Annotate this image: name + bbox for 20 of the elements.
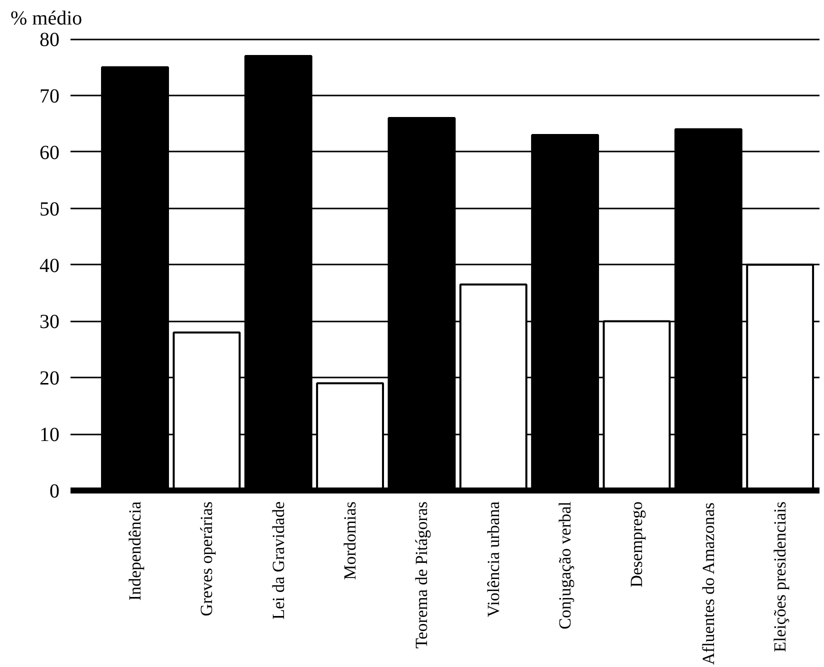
y-tick-label: 70 [40,85,60,108]
x-tick-label: Greves operárias [197,501,216,616]
y-tick-label: 20 [40,368,60,390]
y-tick-label: 30 [40,311,60,334]
x-tick-label: Eleições presidenciais [770,502,790,652]
x-tick-label: Mordomias [340,501,360,580]
x-tick-label: Lei da Gravidade [268,501,288,620]
x-tick-label: Conjugação verbal [556,501,575,630]
y-tick-label: 10 [40,424,60,446]
x-tick-label: Independência [126,501,145,601]
y-tick-label: 60 [40,142,60,164]
x-tick-label: Teorema de Pitágoras [412,501,432,649]
y-tick-label: 80 [40,29,60,52]
x-tick-label: Violência urbana [484,501,503,618]
y-axis-title: % médio [10,8,82,30]
y-tick-label: 50 [40,198,60,220]
y-tick-label: 40 [40,254,60,277]
x-tick-label: Desemprego [627,501,646,588]
y-tick-label: 0 [50,480,60,502]
x-tick-label: Afluentes do Amazonas [698,502,718,665]
